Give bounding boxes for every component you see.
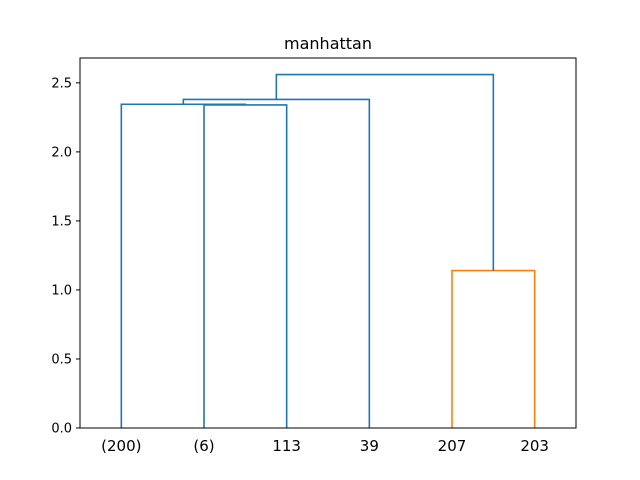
chart-title: manhattan — [284, 34, 372, 53]
x-axis-ticks: (200) (6) 113 39 207 203 — [101, 437, 549, 455]
dendrogram-link-m5 — [275, 73, 495, 271]
y-tick-label: 0.0 — [51, 422, 72, 437]
y-tick-label: 2.0 — [51, 145, 72, 160]
x-leaf-label: 113 — [272, 437, 301, 455]
dendrogram-link-m2 — [120, 103, 247, 428]
y-tick-label: 2.5 — [51, 76, 72, 91]
dendrogram-link-m1 — [203, 104, 288, 428]
y-tick-label: 0.5 — [51, 352, 72, 367]
y-axis-ticks: 0.0 0.5 1.0 1.5 2.0 2.5 — [51, 76, 80, 437]
x-leaf-label: 207 — [438, 437, 467, 455]
plot-frame — [79, 57, 577, 429]
x-leaf-label: (6) — [193, 437, 214, 455]
y-tick-label: 1.0 — [51, 283, 72, 298]
axes — [79, 57, 577, 429]
dendrogram-links — [120, 73, 536, 428]
x-leaf-label: (200) — [101, 437, 141, 455]
dendrogram-link-m4 — [451, 269, 536, 428]
x-leaf-label: 39 — [360, 437, 379, 455]
dendrogram-link-m3 — [182, 98, 371, 428]
x-leaf-label: 203 — [520, 437, 549, 455]
y-tick-label: 1.5 — [51, 214, 72, 229]
